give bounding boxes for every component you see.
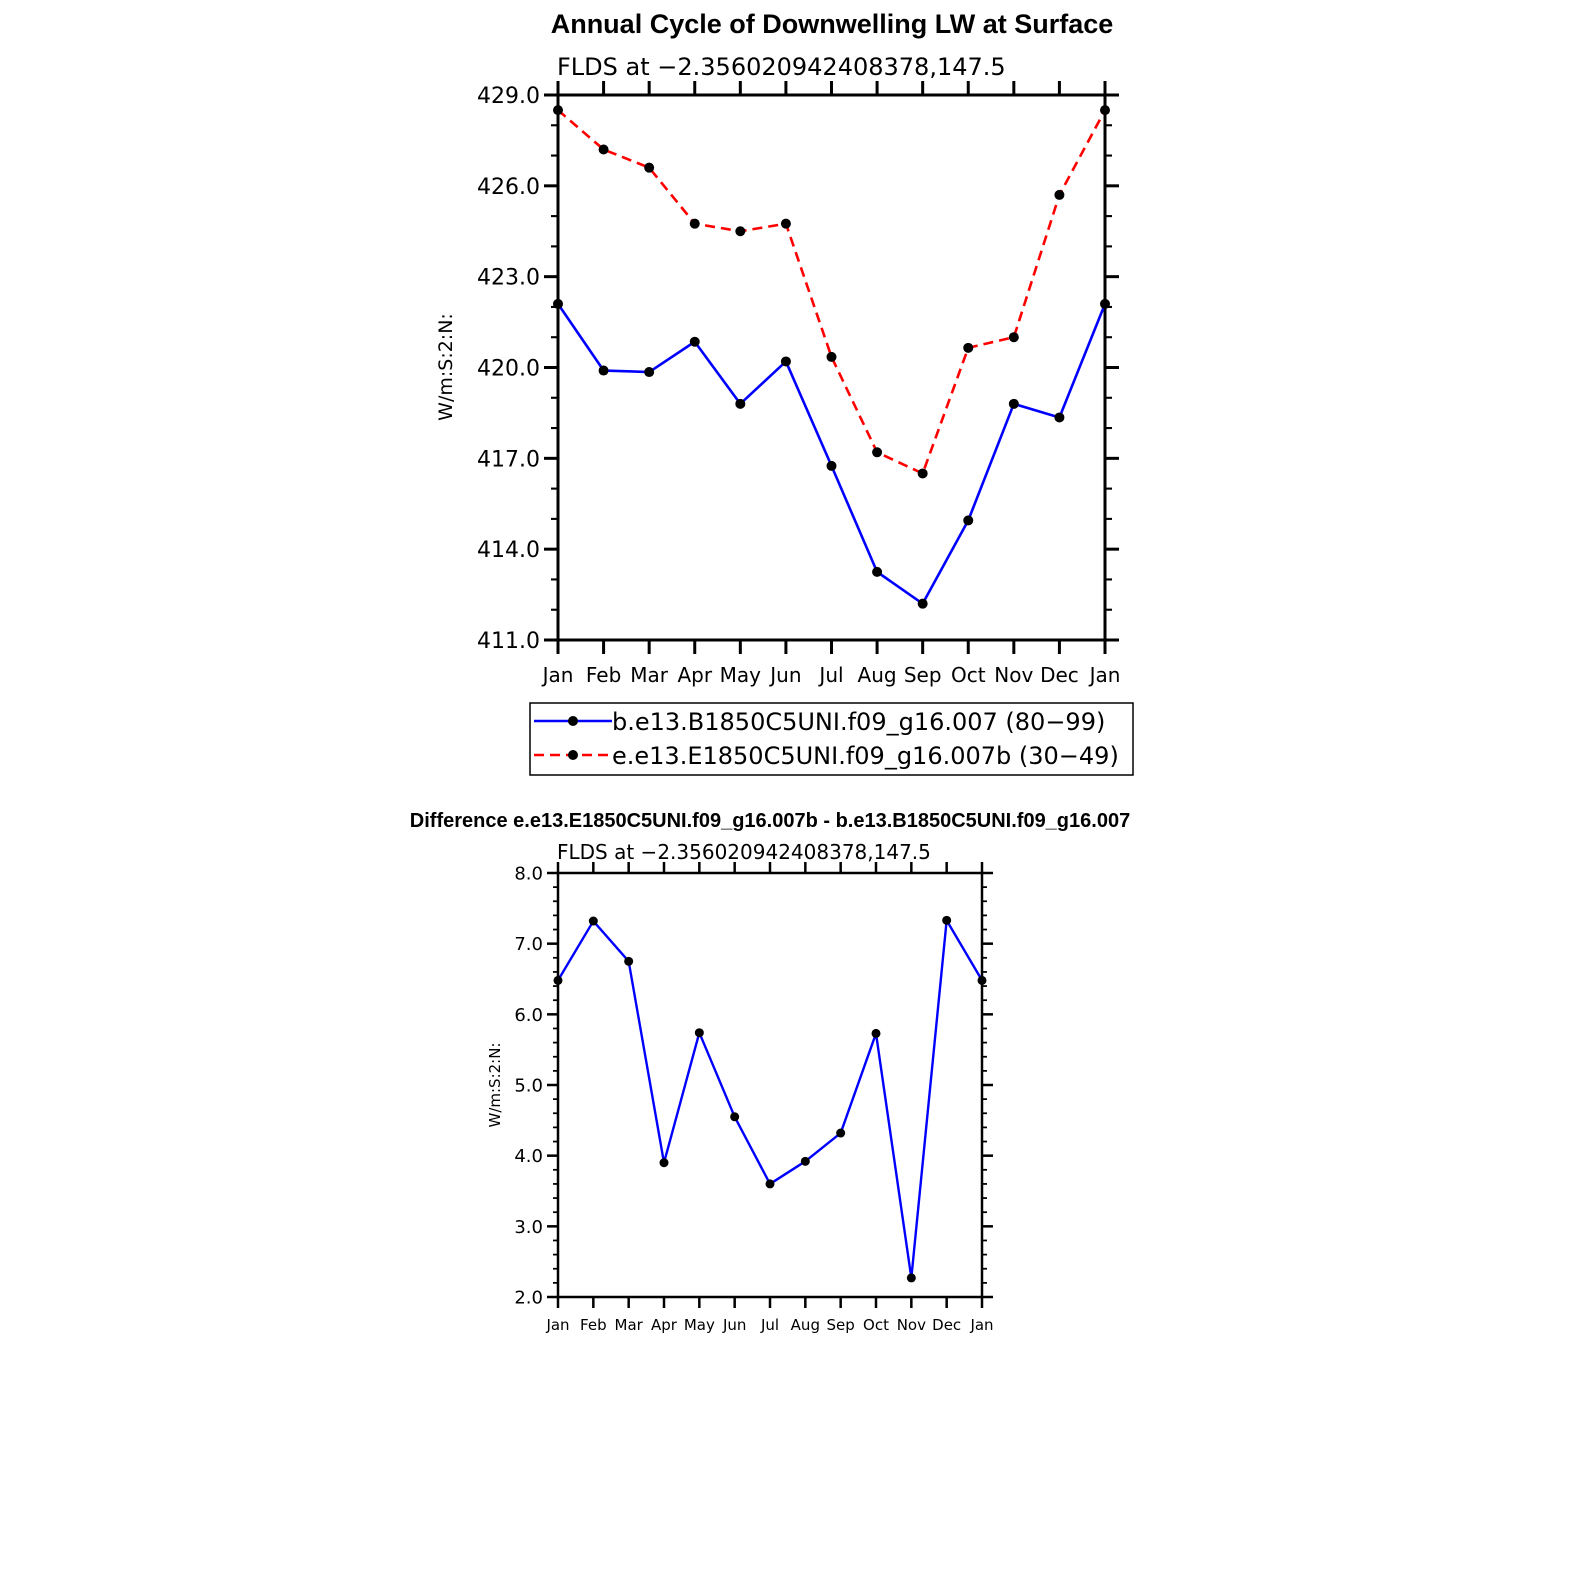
chart1-series-1-point	[598, 365, 609, 376]
chart1-y-tick-label: 423.0	[477, 266, 540, 291]
chart1-series-2-point	[1054, 189, 1065, 200]
chart2-series-1-point	[553, 975, 563, 985]
chart2-series-1-point	[977, 975, 987, 985]
chart1-legend-label-1: b.e13.B1850C5UNI.f09_g16.007 (80−99)	[612, 708, 1105, 736]
chart1-x-tick-label: Jan	[1088, 663, 1121, 687]
chart2-x-tick-label: Nov	[897, 1316, 926, 1334]
chart1-subtitle: FLDS at −2.356020942408378,147.5	[557, 53, 1006, 81]
chart2-series-1-point	[871, 1028, 881, 1038]
chart2-series-1-point	[730, 1112, 740, 1122]
chart1-series-1-point	[1008, 398, 1019, 409]
chart2-series-1-point	[659, 1158, 669, 1168]
chart1-series-2-point	[780, 218, 791, 229]
chart2-subtitle: FLDS at −2.356020942408378,147.5	[557, 840, 931, 864]
chart1-series-2-point	[826, 351, 837, 362]
chart1-plot-frame	[556, 93, 1107, 642]
chart1-series-1-point	[1100, 298, 1110, 309]
chart2-x-tick-label: May	[684, 1316, 715, 1334]
chart2-x-tick-label: Aug	[791, 1316, 820, 1334]
chart2-title: Difference e.e13.E1850C5UNI.f09_g16.007b…	[410, 810, 1130, 832]
chart1-series-2-point	[735, 226, 746, 237]
chart1-legend-marker-2	[568, 750, 578, 760]
chart2-series-1-line	[556, 919, 984, 1280]
chart2-y-tick-label: 7.0	[514, 934, 543, 955]
chart1-legend-label-2: e.e13.E1850C5UNI.f09_g16.007b (30−49)	[612, 742, 1119, 770]
chart2-series-1-point	[906, 1273, 916, 1283]
chart1-y-tick-label: 420.0	[477, 356, 540, 381]
chart1-series-1-point	[826, 460, 837, 471]
chart2-series-1-point	[800, 1156, 810, 1166]
chart2-series-1-point	[765, 1179, 775, 1189]
chart1-series-1-point	[1054, 412, 1065, 423]
chart1-legend-marker-1	[568, 716, 578, 726]
chart2-y-tick-label: 6.0	[514, 1005, 543, 1026]
chart1-series-1-point	[689, 336, 700, 347]
chart2-x-tick-label: Jul	[760, 1316, 779, 1334]
chart2-series-1-point	[836, 1128, 846, 1138]
chart2-y-tick-label: 3.0	[514, 1217, 543, 1238]
chart1-series-1-line	[556, 303, 1107, 605]
chart2-x-tick-label: Mar	[615, 1316, 644, 1334]
chart2-y-tick-label: 5.0	[514, 1075, 543, 1096]
chart2-plot-frame	[556, 871, 984, 1299]
chart1-y-axis-label: W/m:S:2:N:	[435, 313, 457, 421]
chart1-series-1-point	[735, 398, 746, 409]
chart1-series-2-point	[872, 447, 883, 458]
chart1-y-tick-label: 411.0	[477, 629, 540, 654]
chart1-x-tick-label: Apr	[677, 663, 712, 687]
chart2-series-1-point	[694, 1028, 704, 1038]
chart1-x-tick-label: Aug	[858, 663, 897, 687]
chart2-y-tick-label: 2.0	[514, 1287, 543, 1308]
chart1-series-2-point	[644, 162, 655, 173]
chart2-series-1-point	[942, 915, 952, 925]
chart1-title: Annual Cycle of Downwelling LW at Surfac…	[551, 9, 1114, 39]
chart1-series-2-point	[689, 218, 700, 229]
chart2-x-tick-label: Feb	[580, 1316, 607, 1334]
chart2-series-1-point	[588, 916, 598, 926]
chart2-x-tick-label: Jun	[722, 1316, 746, 1334]
chart1-x-tick-label: Jul	[817, 663, 843, 687]
chart2-x-tick-label: Dec	[932, 1316, 961, 1334]
chart1-y-tick-label: 426.0	[477, 175, 540, 200]
chart1-series-1-point	[644, 367, 655, 378]
chart1-series-1-point	[780, 356, 791, 367]
chart1-y-tick-label: 429.0	[477, 84, 540, 109]
chart2-x-tick-label: Sep	[827, 1316, 855, 1334]
chart1-series-2-point	[1008, 332, 1019, 343]
chart1-x-tick-label: May	[720, 663, 762, 687]
chart2-series-1-point	[624, 956, 634, 966]
chart1-x-tick-label: Nov	[994, 663, 1033, 687]
chart1-x-tick-label: Sep	[904, 663, 942, 687]
chart1-x-tick-label: Feb	[586, 663, 621, 687]
chart1-series-2-point	[553, 105, 563, 116]
chart1-x-tick-label: Jun	[768, 663, 801, 687]
chart1-series-1-point	[963, 515, 974, 526]
chart1-series-1-point	[872, 566, 883, 577]
chart1-x-tick-label: Oct	[951, 663, 986, 687]
chart2-y-tick-label: 4.0	[514, 1146, 543, 1167]
chart1-y-tick-label: 417.0	[477, 447, 540, 472]
chart2-x-tick-label: Oct	[863, 1316, 889, 1334]
chart1-x-tick-label: Jan	[541, 663, 574, 687]
chart1-series-2-point	[1100, 105, 1110, 116]
chart1-x-tick-label: Mar	[630, 663, 669, 687]
chart2-x-tick-label: Jan	[969, 1316, 993, 1334]
chart2-y-axis-label: W/m:S:2:N:	[486, 1043, 504, 1128]
chart2-x-tick-label: Jan	[545, 1316, 569, 1334]
chart1-series-1-point	[553, 298, 563, 309]
chart2-x-tick-label: Apr	[651, 1316, 678, 1334]
chart1-series-2-point	[917, 468, 928, 479]
chart1-x-tick-label: Dec	[1040, 663, 1079, 687]
chart1-series-1-point	[917, 598, 928, 609]
chart1-legend-box	[529, 702, 1134, 776]
chart1-y-tick-label: 414.0	[477, 538, 540, 563]
chart1-series-2-point	[598, 144, 609, 155]
chart2-y-tick-label: 8.0	[514, 863, 543, 884]
chart1-series-2-line	[557, 109, 1107, 475]
chart1-series-2-point	[963, 342, 974, 353]
